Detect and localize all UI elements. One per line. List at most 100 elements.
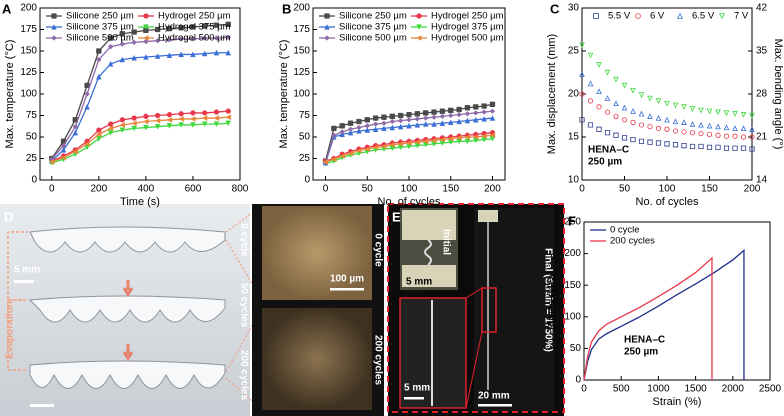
marker — [331, 125, 337, 132]
series-line — [583, 256, 713, 381]
legend-label: 6.5 V — [692, 11, 715, 22]
arrow-label: Evaporation — [5, 301, 16, 359]
scale-bar — [478, 404, 512, 407]
marker — [381, 114, 387, 120]
y-tick-label: 0 — [304, 175, 310, 186]
marker — [613, 76, 619, 83]
x-tick-label: 1500 — [684, 384, 707, 395]
marker — [439, 108, 446, 114]
x-tick-label: 0 — [579, 184, 585, 195]
y-tick-label: 125 — [293, 67, 310, 78]
marker — [638, 138, 645, 144]
marker — [456, 106, 462, 113]
marker — [689, 130, 696, 136]
series-line — [51, 52, 229, 162]
panel-label: B — [282, 1, 291, 16]
marker — [381, 125, 387, 132]
marker — [96, 136, 102, 142]
x-tick-label: 50 — [362, 184, 374, 195]
marker — [166, 123, 173, 129]
marker — [464, 138, 471, 145]
marker — [178, 25, 184, 31]
x-axis-label: Time (s) — [120, 196, 160, 208]
marker — [107, 60, 114, 67]
marker — [672, 102, 679, 109]
marker — [225, 49, 232, 56]
marker — [647, 113, 653, 119]
y-tick-label: 25 — [26, 153, 38, 164]
marker — [213, 49, 220, 56]
marker — [447, 135, 454, 142]
marker — [107, 130, 114, 136]
legend-label: 200 cycles — [610, 236, 655, 247]
legend-label: 7 V — [734, 11, 749, 22]
legend-label: Hydrogel 375 µm — [158, 22, 231, 33]
marker — [489, 101, 496, 107]
marker — [613, 113, 619, 119]
marker — [154, 37, 161, 44]
marker — [416, 13, 422, 19]
y-tick-label: 0 — [575, 375, 581, 386]
panel-label: E — [392, 209, 401, 224]
x-tick-label: 200 — [744, 184, 761, 195]
scale-label: 5 mm — [406, 277, 432, 288]
legend-label: Silicone 375 µm — [339, 22, 407, 33]
marker — [143, 13, 149, 19]
marker — [95, 131, 102, 138]
marker — [422, 138, 429, 145]
marker — [596, 104, 602, 110]
marker — [422, 115, 429, 121]
marker — [423, 110, 429, 116]
marker — [364, 117, 370, 123]
marker — [143, 54, 149, 60]
marker — [178, 116, 184, 122]
marker — [107, 43, 114, 50]
y-tick-label: 25 — [568, 46, 580, 57]
marker — [48, 159, 55, 165]
marker — [96, 48, 102, 54]
marker — [439, 136, 446, 143]
marker — [190, 36, 196, 42]
marker — [201, 35, 208, 41]
marker — [397, 123, 404, 130]
marker — [715, 132, 721, 138]
marker — [119, 122, 126, 128]
marker — [339, 153, 345, 159]
marker — [324, 13, 330, 19]
marker — [431, 109, 437, 115]
marker — [225, 34, 231, 40]
x-tick-label: 50 — [619, 184, 631, 195]
marker — [364, 123, 371, 129]
marker — [178, 111, 184, 117]
marker — [689, 143, 696, 150]
marker — [202, 23, 208, 29]
marker — [638, 110, 645, 117]
marker — [178, 51, 184, 58]
marker — [681, 129, 687, 135]
marker — [72, 148, 78, 155]
marker — [154, 124, 161, 130]
marker — [143, 124, 149, 131]
marker — [178, 36, 184, 42]
marker — [732, 125, 738, 131]
annotation: 250 µm — [624, 347, 658, 358]
marker — [347, 126, 354, 133]
x-tick-label: 800 — [232, 184, 249, 195]
marker — [604, 109, 611, 115]
marker — [464, 134, 471, 140]
annotation: 250 µm — [588, 157, 622, 168]
y-tick-label: 15 — [568, 132, 580, 143]
y-axis-label: Max. temperature (°C) — [278, 40, 290, 149]
marker — [225, 120, 232, 127]
marker — [389, 141, 395, 148]
marker — [604, 69, 611, 76]
marker — [364, 146, 370, 152]
marker — [431, 114, 437, 120]
marker — [96, 73, 102, 80]
marker — [655, 125, 662, 131]
x-tick-label: 150 — [701, 184, 718, 195]
marker — [190, 110, 196, 116]
marker — [119, 127, 126, 134]
clamp — [402, 265, 456, 287]
marker — [414, 111, 420, 117]
